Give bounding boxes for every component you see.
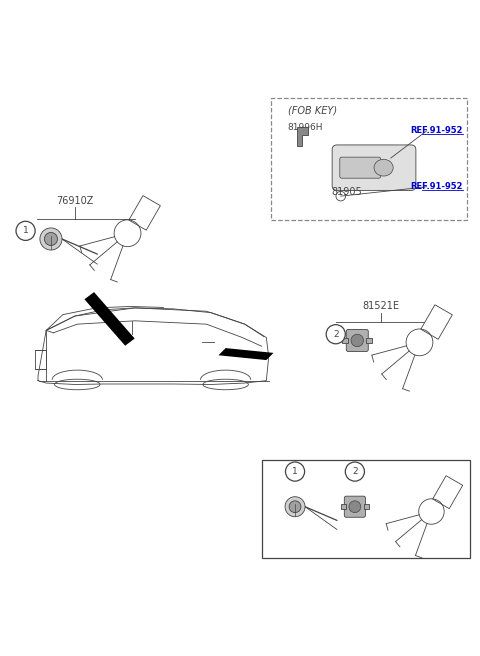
Circle shape (16, 221, 35, 240)
Circle shape (351, 334, 363, 346)
Text: 1: 1 (292, 467, 298, 476)
Circle shape (45, 232, 58, 245)
Bar (363, 504, 369, 510)
Text: 2: 2 (333, 330, 338, 338)
Text: REF.91-952: REF.91-952 (410, 127, 463, 135)
Text: 1: 1 (23, 226, 28, 236)
Circle shape (289, 501, 301, 512)
Ellipse shape (374, 159, 393, 176)
Text: 81521E: 81521E (362, 301, 399, 311)
FancyBboxPatch shape (332, 145, 416, 190)
Bar (366, 338, 372, 343)
Bar (342, 338, 348, 343)
FancyBboxPatch shape (340, 157, 381, 178)
Circle shape (286, 462, 305, 481)
Bar (35, 350, 46, 369)
Circle shape (349, 501, 361, 512)
Polygon shape (84, 292, 135, 346)
Polygon shape (298, 127, 308, 146)
Text: 2: 2 (352, 467, 358, 476)
Bar (262, 460, 470, 558)
Text: REF.91-952: REF.91-952 (410, 182, 463, 192)
FancyBboxPatch shape (346, 329, 368, 352)
Circle shape (345, 462, 364, 481)
Circle shape (40, 228, 62, 250)
Polygon shape (218, 348, 274, 360)
Text: 81905: 81905 (331, 188, 362, 197)
Circle shape (285, 497, 305, 517)
Circle shape (326, 325, 345, 344)
FancyBboxPatch shape (344, 496, 365, 518)
Bar (341, 504, 346, 510)
Text: 76910Z: 76910Z (56, 196, 93, 206)
Text: (FOB KEY): (FOB KEY) (288, 106, 337, 115)
Bar (271, 98, 468, 220)
Text: 81996H: 81996H (288, 123, 324, 132)
